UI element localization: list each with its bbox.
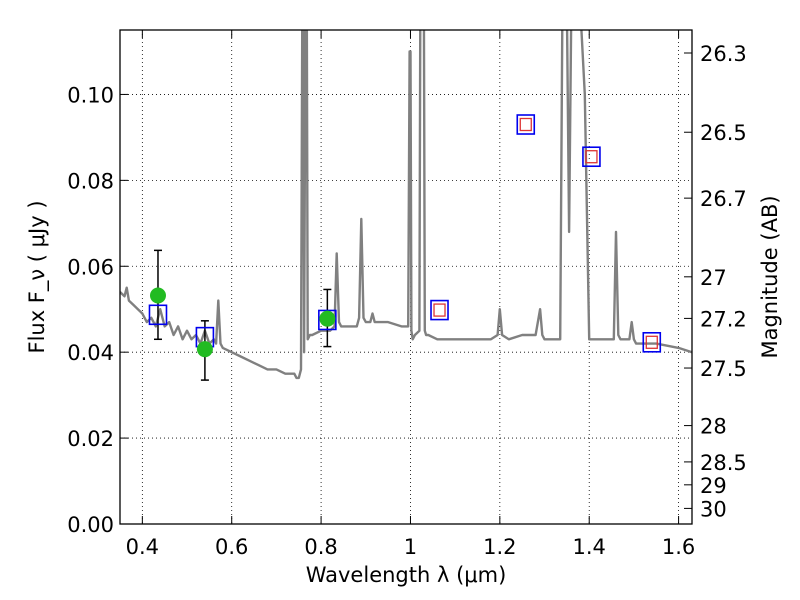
model-photometry-square <box>642 331 662 353</box>
model-photometry-square <box>582 146 601 168</box>
y-tick-label: 0.00 <box>67 513 114 537</box>
mag-tick-label: 27.2 <box>700 307 747 331</box>
spectrum-line <box>120 30 692 380</box>
y-tick-label: 0.02 <box>67 427 114 451</box>
y-tick-label: 0.04 <box>67 341 114 365</box>
mag-tick-label: 29 <box>700 474 727 498</box>
mag-tick-label: 28.5 <box>700 451 747 475</box>
grid <box>120 30 692 525</box>
observed-point <box>196 341 213 358</box>
model-photometry-small-square <box>519 117 532 132</box>
marker-layer <box>148 114 662 381</box>
model-photometry-square <box>516 114 536 135</box>
model-photometry-square <box>318 309 337 331</box>
x-tick-label: 0.6 <box>215 535 248 559</box>
mag-tick-label: 27.5 <box>700 357 747 381</box>
mag-tick-label: 26.5 <box>700 121 747 145</box>
y-tick-label: 0.10 <box>67 83 114 107</box>
ticks: 0.4 0.6 0.8 1 1.2 1.4 1.6 0.00 0.02 0.04 0.06 0.08 0… <box>67 30 747 559</box>
mag-tick-label: 27 <box>700 266 727 290</box>
x-tick-label: 1.2 <box>483 535 516 559</box>
mag-tick-label: 26.7 <box>700 187 747 211</box>
model-photometry-small-square <box>645 335 658 349</box>
model-photometry-small-square <box>585 150 598 164</box>
model-photometry-small-square <box>433 303 446 317</box>
observed-point <box>149 287 166 304</box>
y-tick-label: 0.08 <box>67 169 114 193</box>
mag-tick-label: 28 <box>700 415 727 439</box>
model-photometry-square <box>148 304 168 326</box>
spectrum-layer <box>120 30 692 380</box>
x-tick-label: 0.8 <box>304 535 337 559</box>
x-tick-label: 1 <box>404 535 417 559</box>
mag-tick-label: 26.3 <box>700 42 747 66</box>
x-axis-label: Wavelength λ (μm) <box>306 563 507 587</box>
y-axis-label-right: Magnitude (AB) <box>758 195 782 358</box>
x-tick-label: 0.4 <box>126 535 159 559</box>
y-axis-label-left: Flux F_ν ( μJy ) <box>25 200 50 353</box>
x-tick-label: 1.6 <box>662 535 695 559</box>
plot-frame <box>119 29 693 525</box>
model-photometry-square <box>430 299 449 321</box>
y-tick-label: 0.06 <box>67 255 114 279</box>
mag-tick-label: 30 <box>700 497 727 521</box>
observed-point <box>319 310 336 327</box>
x-tick-label: 1.4 <box>573 535 606 559</box>
